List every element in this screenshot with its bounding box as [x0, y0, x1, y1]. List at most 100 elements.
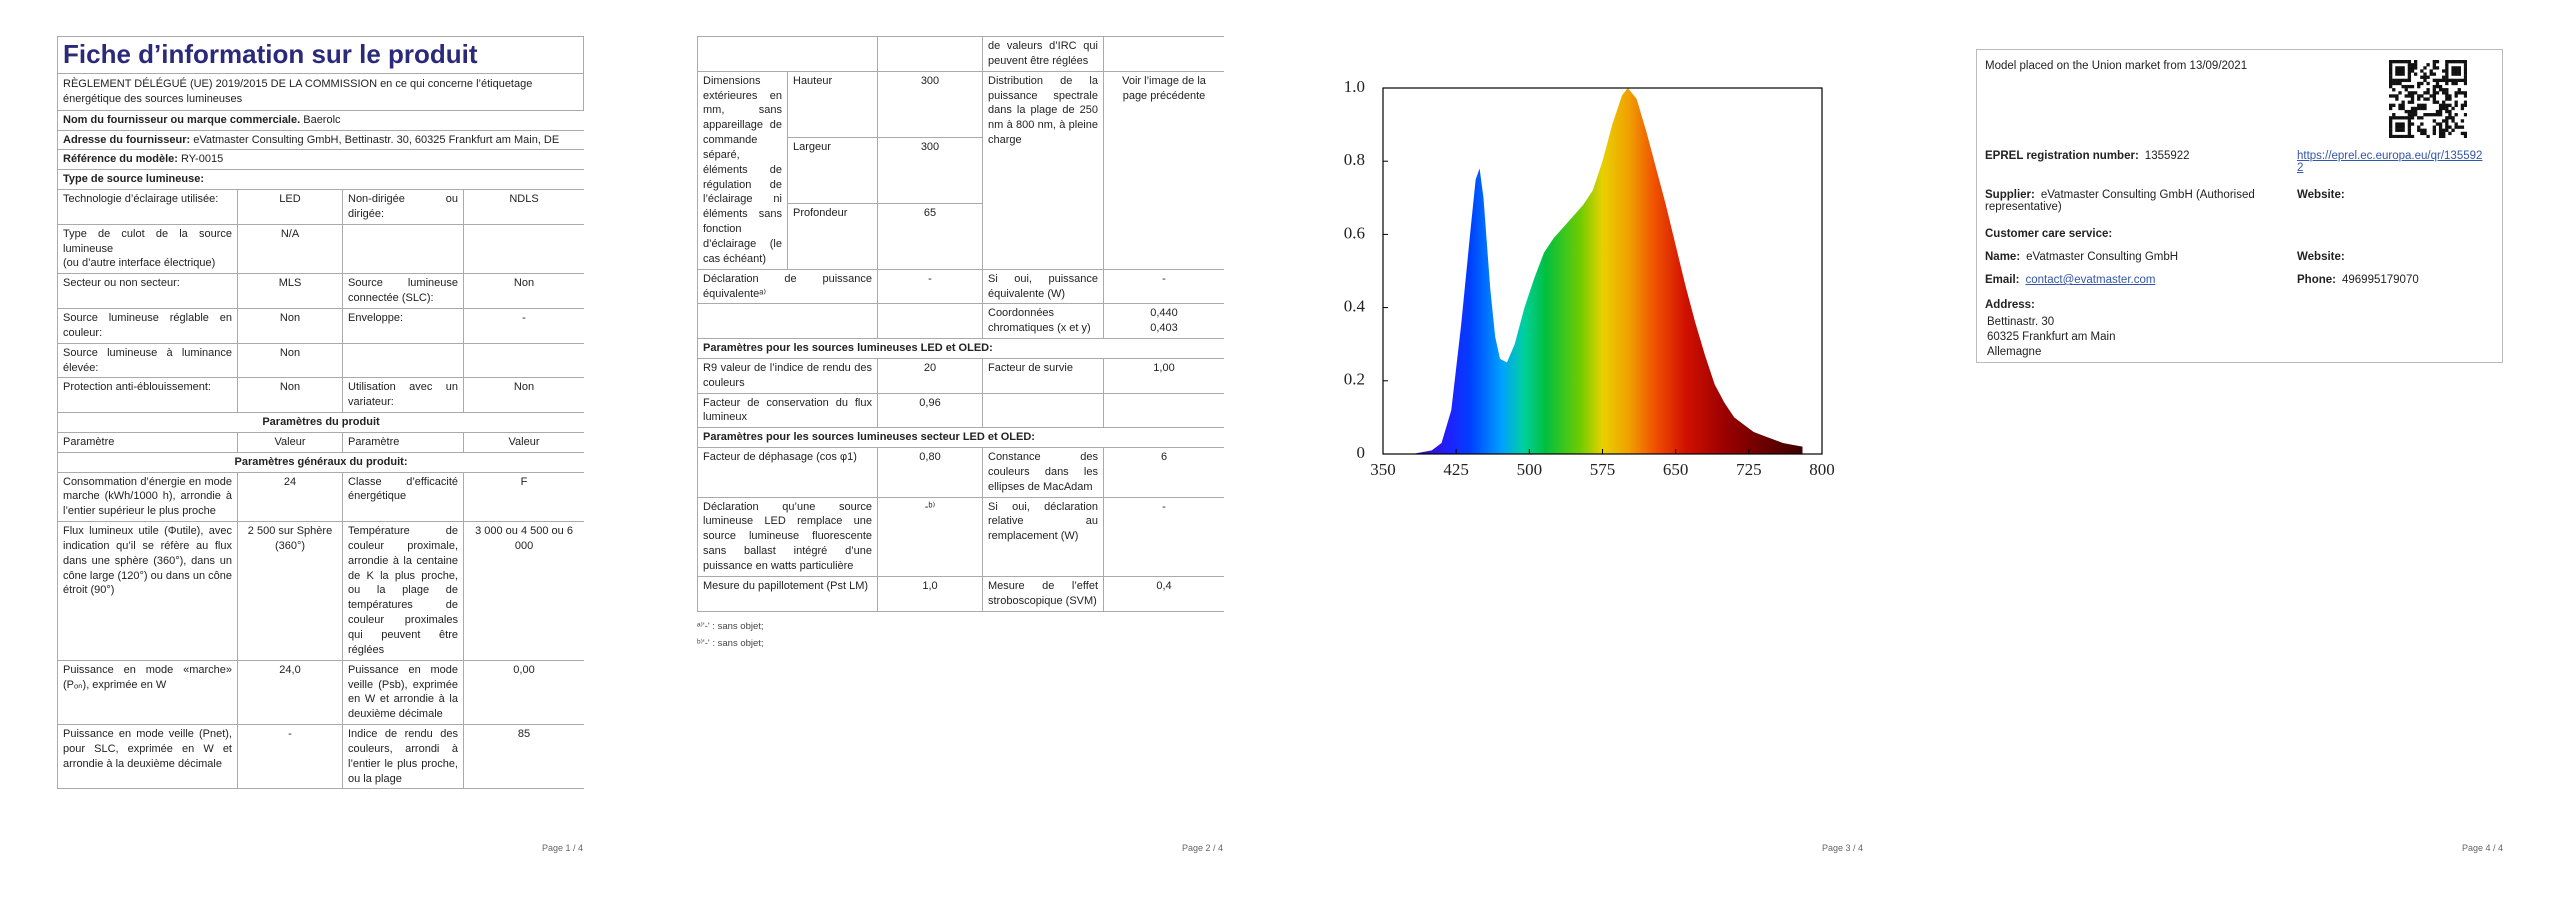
cell: Si oui, puissance équivalente (W)	[982, 268, 1104, 305]
qr-module	[2448, 109, 2452, 114]
qr-module	[2426, 134, 2430, 138]
qr-module	[2432, 119, 2436, 123]
qr-module	[2407, 91, 2412, 95]
qr-module	[2398, 134, 2402, 138]
qr-module	[2404, 116, 2408, 120]
qr-module	[2420, 69, 2424, 73]
value: eVatmaster Consulting GmbH	[2026, 251, 2179, 263]
row: Facteur de conservation du flux lumineux…	[697, 392, 1224, 429]
cell: Puissance en mode veille (Pnet), pour SL…	[57, 724, 238, 790]
value: 1355922	[2144, 150, 2190, 162]
qr-module	[2401, 128, 2405, 132]
qr-module	[2454, 72, 2458, 76]
qr-module	[2463, 75, 2467, 79]
qr-module	[2442, 69, 2446, 73]
cell: Non-dirigée ou dirigée:	[342, 189, 464, 225]
qr-module	[2442, 128, 2446, 132]
qr-module	[2413, 63, 2418, 67]
page-footer: Page 2 / 4	[1181, 843, 1223, 853]
title: Fiche d’information sur le produit	[57, 36, 584, 73]
email-link[interactable]: contact@evatmaster.com	[2025, 274, 2156, 286]
cell: Secteur ou non secteur:	[57, 273, 238, 309]
qr-module	[2389, 106, 2393, 111]
qr-module	[2395, 72, 2399, 76]
qr-module	[2404, 134, 2408, 138]
qr-module	[2423, 72, 2427, 76]
qr-module	[2407, 131, 2412, 136]
qr-module	[2432, 100, 2436, 104]
label: Email:	[1985, 274, 2020, 286]
row: Facteur de déphasage (cos φ1) 0,80 Constan…	[697, 447, 1224, 498]
qr-module	[2407, 66, 2412, 70]
qr-module	[2457, 91, 2461, 95]
cell: Valeur	[237, 431, 343, 453]
qr-module	[2420, 81, 2424, 86]
qr-module	[2410, 69, 2415, 73]
qr-module	[2435, 78, 2440, 83]
cell: Puissance en mode «marche» (Pₒₙ), exprim…	[57, 659, 238, 726]
cell: Hauteur	[787, 70, 878, 138]
cell: 85	[462, 724, 584, 790]
qr-module	[2407, 60, 2412, 64]
qr-module	[2423, 97, 2427, 101]
qr-module	[2435, 122, 2440, 126]
page-footer: Page 4 / 4	[2461, 843, 2503, 853]
qr-module	[2445, 75, 2449, 79]
label: Phone:	[2297, 274, 2336, 286]
qr-module	[2460, 78, 2465, 83]
cell: 0,00	[462, 659, 584, 726]
qr-module	[2410, 84, 2415, 89]
qr-module	[2445, 63, 2449, 67]
qr-module	[2420, 94, 2424, 98]
cell: N/A	[237, 223, 343, 275]
qr-module	[2451, 66, 2455, 70]
qr-module	[2451, 106, 2455, 111]
cell: Facteur de déphasage (cos φ1)	[697, 447, 878, 498]
label: Website:	[2297, 251, 2345, 263]
qr-module	[2451, 69, 2455, 73]
qr-module	[2423, 78, 2427, 83]
qr-module	[2417, 106, 2421, 111]
qr-module	[2426, 91, 2430, 95]
cell: 0,440 0,403	[1103, 303, 1224, 340]
qr-module	[2395, 81, 2399, 86]
cell: LED	[237, 189, 343, 225]
qr-module	[2438, 122, 2443, 126]
qr-module	[2398, 103, 2402, 107]
qr-module	[2438, 128, 2443, 132]
qr-module	[2417, 103, 2421, 107]
cell: Classe d’efficacité énergétique	[342, 471, 464, 523]
qr-module	[2392, 78, 2396, 83]
qr-module	[2395, 97, 2399, 101]
qr-module	[2445, 106, 2449, 111]
eprel-link[interactable]: https://eprel.ec.europa.eu/qr/1355922	[2297, 150, 2483, 174]
row: Technologie d’éclairage utilisée: LED Non-…	[57, 189, 584, 225]
qr-module	[2395, 125, 2399, 129]
cell	[982, 392, 1104, 429]
cell: Mesure de l’effet stroboscopique (SVM)	[982, 575, 1104, 612]
product-table: de valeurs d’IRC qui peuvent être réglée…	[697, 36, 1224, 612]
qr-module	[2454, 69, 2458, 73]
qr-module	[2395, 128, 2399, 132]
qr-module	[2460, 60, 2465, 64]
value: RY-0015	[180, 153, 224, 166]
qr-module	[2404, 109, 2408, 114]
qr-module	[2435, 81, 2440, 86]
qr-module	[2389, 72, 2393, 76]
qr-module	[2457, 60, 2461, 64]
row: Flux lumineux utile (Φutile), avec indic…	[57, 521, 584, 661]
qr-module	[2407, 113, 2412, 117]
qr-module	[2438, 84, 2443, 89]
qr-module	[2442, 106, 2446, 111]
qr-module	[2407, 128, 2412, 132]
qr-module	[2457, 125, 2461, 129]
cell: -	[1103, 268, 1224, 305]
qr-module	[2432, 88, 2436, 92]
qr-module	[2401, 100, 2405, 104]
qr-module	[2420, 116, 2424, 120]
qr-module	[2442, 91, 2446, 95]
qr-module	[2454, 103, 2458, 107]
qr-module	[2398, 72, 2402, 76]
qr-module	[2401, 69, 2405, 73]
